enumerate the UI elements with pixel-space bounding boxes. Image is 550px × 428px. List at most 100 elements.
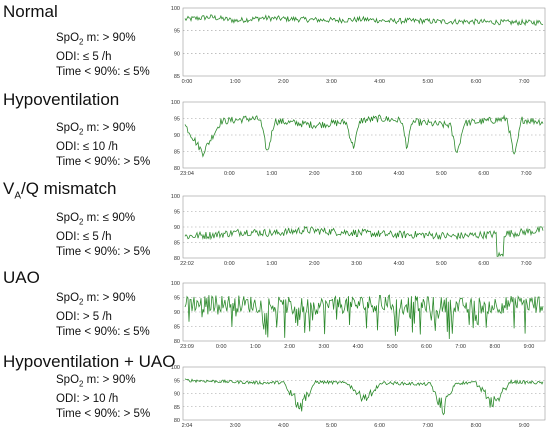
- x-tick-label: 3:00: [351, 171, 362, 177]
- time-below-90-stat: Time < 90%: ≤ 5%: [56, 326, 150, 339]
- x-tick-label: 1:00: [266, 261, 277, 267]
- x-tick-label: 8:00: [489, 344, 500, 350]
- spo2-trace: [184, 294, 544, 340]
- x-tick-label: 6:00: [471, 79, 482, 85]
- y-tick-label: 85: [174, 405, 180, 411]
- x-tick-label: 2:00: [284, 344, 295, 350]
- y-tick-label: 80: [174, 256, 180, 262]
- x-tick-label: 5:00: [436, 261, 447, 267]
- y-tick-label: 90: [174, 133, 180, 139]
- panel-hypoventilation-uao: Hypoventilation + UAO SpO2 m: > 90% ODI:…: [0, 348, 550, 428]
- x-tick-label: 5:00: [326, 423, 337, 428]
- x-tick-label: 4:00: [394, 261, 405, 267]
- x-tick-label: 5:00: [436, 171, 447, 177]
- x-tick-label: 2:04: [182, 423, 193, 428]
- y-tick-label: 100: [171, 281, 180, 287]
- x-tick-label: 0:00: [224, 171, 235, 177]
- y-tick-label: 95: [174, 117, 180, 123]
- time-below-90-stat: Time < 90%: > 5%: [56, 408, 151, 421]
- x-tick-label: 4:00: [353, 344, 364, 350]
- panel-title: UAO: [3, 268, 40, 287]
- panel-stats: SpO2 m: > 90% ODI: > 10 /h Time < 90%: >…: [56, 373, 150, 423]
- x-tick-label: 4:00: [278, 423, 289, 428]
- x-tick-label: 3:00: [351, 261, 362, 267]
- y-tick-label: 90: [174, 310, 180, 316]
- y-tick-label: 85: [174, 241, 180, 247]
- y-tick-label: 100: [171, 365, 180, 371]
- x-tick-label: 2:00: [309, 261, 320, 267]
- x-tick-label: 0:00: [224, 261, 235, 267]
- y-tick-label: 85: [174, 150, 180, 156]
- odi-stat: ODI: > 5 /h: [56, 310, 112, 323]
- y-tick-label: 90: [174, 51, 180, 57]
- y-tick-label: 80: [174, 166, 180, 172]
- x-tick-label: 6:00: [421, 344, 432, 350]
- y-tick-label: 95: [174, 378, 180, 384]
- spo2-trace: [184, 114, 544, 158]
- x-tick-label: 6:00: [478, 171, 489, 177]
- panel-title: Hypoventilation + UAO: [3, 352, 176, 371]
- panel-stats: SpO2 m: > 90% ODI: ≤ 5 /h Time < 90%: ≤ …: [56, 31, 150, 81]
- panel-va-q-mismatch: VA/Q mismatch SpO2 m: ≤ 90% ODI: ≤ 5 /h …: [0, 174, 550, 264]
- x-tick-label: 5:00: [387, 344, 398, 350]
- y-tick-label: 80: [174, 418, 180, 424]
- spo2-stat: SpO2 m: > 90%: [56, 374, 136, 389]
- panel-title: Hypoventilation: [3, 90, 120, 109]
- panel-stats: SpO2 m: ≤ 90% ODI: ≤ 5 /h Time < 90%: > …: [56, 211, 150, 261]
- x-tick-label: 7:00: [519, 79, 530, 85]
- panel-uao: UAO SpO2 m: > 90% ODI: > 5 /h Time < 90%…: [0, 264, 550, 352]
- x-tick-label: 3:00: [230, 423, 241, 428]
- y-tick-label: 85: [174, 325, 180, 331]
- odi-stat: ODI: > 10 /h: [56, 392, 119, 405]
- panel-title: VA/Q mismatch: [3, 179, 117, 202]
- panel-stats: SpO2 m: > 90% ODI: ≤ 10 /h Time < 90%: >…: [56, 121, 150, 171]
- panel-normal: Normal SpO2 m: > 90% ODI: ≤ 5 /h Time < …: [0, 0, 550, 80]
- spo2-stat: SpO2 m: > 90%: [56, 292, 136, 307]
- y-tick-label: 100: [171, 6, 180, 12]
- y-tick-label: 80: [174, 339, 180, 345]
- odi-stat: ODI: ≤ 10 /h: [56, 140, 118, 153]
- x-tick-label: 9:00: [524, 344, 535, 350]
- x-tick-label: 22:02: [180, 261, 194, 267]
- x-tick-label: 7:00: [521, 171, 532, 177]
- time-below-90-stat: Time < 90%: > 5%: [56, 246, 151, 259]
- spo2-trace: [184, 225, 544, 257]
- x-tick-label: 6:00: [478, 261, 489, 267]
- y-tick-label: 100: [171, 100, 180, 106]
- x-tick-label: 8:00: [471, 423, 482, 428]
- spo2-stat: SpO2 m: ≤ 90%: [56, 212, 136, 227]
- time-below-90-stat: Time < 90%: ≤ 5%: [56, 66, 150, 79]
- x-tick-label: 0:00: [182, 79, 193, 85]
- spo2-trace: [184, 378, 544, 416]
- x-tick-label: 23:04: [180, 171, 194, 177]
- x-tick-label: 1:00: [230, 79, 241, 85]
- panel-stats: SpO2 m: > 90% ODI: > 5 /h Time < 90%: ≤ …: [56, 291, 150, 341]
- x-tick-label: 4:00: [394, 171, 405, 177]
- y-tick-label: 100: [171, 194, 180, 200]
- x-tick-label: 2:00: [309, 171, 320, 177]
- odi-stat: ODI: ≤ 5 /h: [56, 230, 112, 243]
- time-below-90-stat: Time < 90%: > 5%: [56, 156, 151, 169]
- spo2-stat: SpO2 m: > 90%: [56, 32, 136, 47]
- y-tick-label: 95: [174, 210, 180, 216]
- y-tick-label: 90: [174, 225, 180, 231]
- y-tick-label: 95: [174, 29, 180, 35]
- x-tick-label: 4:00: [374, 79, 385, 85]
- x-tick-label: 1:00: [266, 171, 277, 177]
- spo2-trace: [184, 14, 544, 27]
- panel-title: Normal: [3, 2, 58, 21]
- y-tick-label: 85: [174, 74, 180, 80]
- x-tick-label: 7:00: [455, 344, 466, 350]
- panel-hypoventilation: Hypoventilation SpO2 m: > 90% ODI: ≤ 10 …: [0, 84, 550, 174]
- x-tick-label: 0:00: [216, 344, 227, 350]
- plot-frame: [182, 7, 546, 77]
- x-tick-label: 2:00: [278, 79, 289, 85]
- x-tick-label: 1:00: [250, 344, 261, 350]
- y-tick-label: 90: [174, 392, 180, 398]
- x-tick-label: 7:00: [422, 423, 433, 428]
- odi-stat: ODI: ≤ 5 /h: [56, 50, 112, 63]
- x-tick-label: 3:00: [326, 79, 337, 85]
- x-tick-label: 23:09: [180, 344, 194, 350]
- x-tick-label: 7:00: [521, 261, 532, 267]
